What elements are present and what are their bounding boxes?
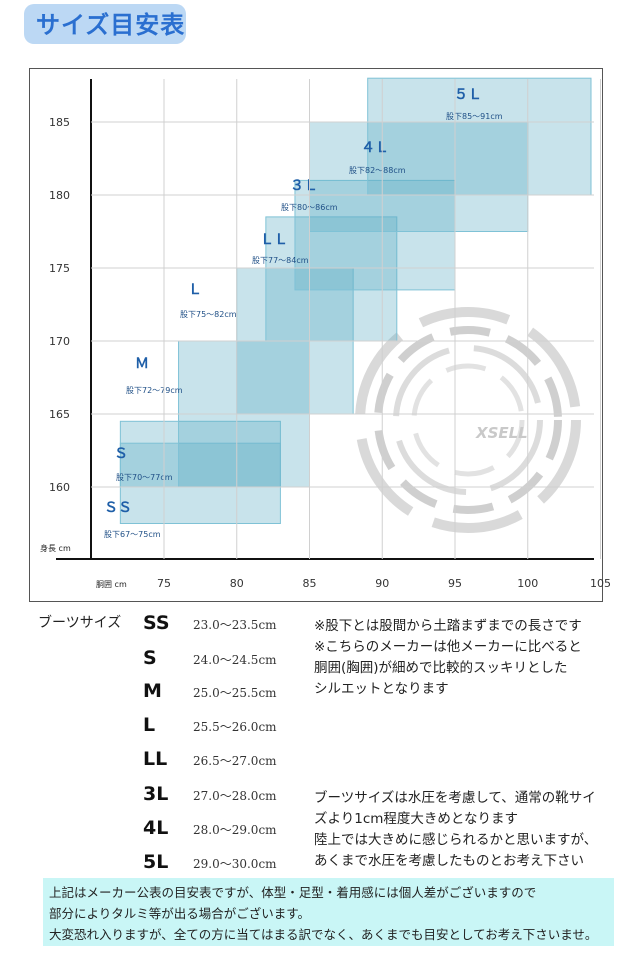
size-name: Ｓ: [114, 446, 128, 462]
footer-notice: 上記はメーカー公表の目安表ですが、体型・足型・着用感には個人差がございますので …: [43, 878, 614, 946]
note-boots-2: ズより1cm程度大きめとなります: [314, 811, 518, 827]
y-tick-label: 165: [49, 408, 70, 421]
note-boots-3: 陸上では大きめに感じられるかと思いますが、: [314, 832, 598, 848]
boots-size-range: 25.5～26.0cm: [193, 720, 277, 734]
x-tick-label: 100: [517, 577, 538, 590]
boots-size-code: S: [143, 647, 157, 669]
x-tick-label: 105: [590, 577, 611, 590]
y-axis-label: 身長 cm: [40, 543, 71, 553]
size-name: Ｍ: [135, 356, 149, 372]
boots-size-row: M 25.0～25.5cm: [143, 680, 313, 706]
boots-size-code: 4L: [143, 817, 169, 839]
page-title: サイズ目安表: [36, 11, 186, 39]
note-maker-2: 胴囲(胸囲)が細めで比較的スッキリとした: [314, 660, 568, 676]
footer-line-3: 大変恐れ入りますが、全ての方に当てはまる訳でなく、あくまでも目安としてお考え下さ…: [49, 927, 598, 942]
size-chart: XSELL ＳＳ 股下67～75cm Ｓ 股下70～77cm Ｍ 股下72～79cm Ｌ 股下7…: [40, 77, 611, 590]
x-tick-label: 80: [230, 577, 244, 590]
x-axis-label: 胴囲 cm: [96, 580, 127, 589]
size-box: [294, 179, 456, 291]
boots-size-row: 4L 28.0～29.0cm: [143, 817, 313, 843]
size-name: ４Ｌ: [361, 140, 389, 156]
watermark-ring: [355, 307, 581, 533]
size-name: Ｌ: [188, 282, 202, 298]
size-inseam: 股下67～75cm: [104, 530, 161, 539]
boots-size-range: 23.0～23.5cm: [193, 618, 277, 632]
boots-size-row: 5L 29.0～30.0cm: [143, 851, 313, 877]
size-inseam: 股下77～84cm: [252, 256, 309, 265]
y-tick-label: 185: [49, 116, 70, 129]
boots-size-range: 27.0～28.0cm: [193, 789, 277, 803]
boots-size-range: 29.0～30.0cm: [193, 857, 277, 871]
size-box: [119, 442, 281, 488]
boots-size-row: 3L 27.0～28.0cm: [143, 783, 313, 809]
boots-size-code: SS: [143, 612, 170, 634]
y-tick-label: 170: [49, 335, 70, 348]
footer-line-2: 部分によりタルミ等が出る場合がございます。: [49, 906, 311, 921]
watermark-ring: [374, 326, 562, 514]
size-box: [309, 121, 529, 232]
size-inseam: 股下75～82cm: [180, 310, 237, 319]
size-name: ５Ｌ: [454, 87, 482, 103]
title-tab: [24, 4, 186, 44]
watermark-ring: [393, 345, 543, 495]
watermark-text: XSELL: [475, 424, 528, 442]
x-tick-label: 75: [157, 577, 171, 590]
boots-size-code: 5L: [143, 851, 169, 873]
boots-size-range: 28.0～29.0cm: [193, 823, 277, 837]
boots-size-row: SS 23.0～23.5cm: [143, 612, 313, 638]
size-name: ３Ｌ: [290, 178, 318, 194]
note-boots-4: あくまで水圧を考慮したものとお考え下さい: [314, 853, 584, 869]
x-tick-label: 85: [303, 577, 317, 590]
note-maker-1: ※こちらのメーカーは他メーカーに比べると: [314, 639, 582, 655]
watermark-ring: [411, 363, 525, 477]
size-inseam: 股下72～79cm: [126, 386, 183, 395]
size-box: [367, 77, 592, 196]
boots-size-row: S 24.0～24.5cm: [143, 647, 313, 673]
y-tick-label: 160: [49, 481, 70, 494]
boots-size-row: LL 26.5～27.0cm: [143, 748, 313, 774]
boots-size-label: ブーツサイズ: [38, 615, 122, 631]
boots-size-range: 25.0～25.5cm: [193, 686, 277, 700]
y-tick-label: 175: [49, 262, 70, 275]
footer-line-1: 上記はメーカー公表の目安表ですが、体型・足型・着用感には個人差がございますので: [49, 885, 537, 900]
size-inseam: 股下85～91cm: [446, 112, 503, 121]
boots-size-code: L: [143, 714, 156, 736]
boots-size-range: 26.5～27.0cm: [193, 754, 277, 768]
size-name: ＬＬ: [260, 232, 288, 248]
size-name: ＳＳ: [104, 500, 132, 516]
boots-size-code: 3L: [143, 783, 169, 805]
note-inseam: ※股下とは股間から土踏まずまでの長さです: [314, 618, 582, 634]
chart-frame: [29, 68, 603, 602]
boots-size-row: L 25.5～26.0cm: [143, 714, 313, 740]
y-tick-label: 180: [49, 189, 70, 202]
x-tick-label: 95: [448, 577, 462, 590]
boots-size-range: 24.0～24.5cm: [193, 653, 277, 667]
size-box: [119, 420, 281, 524]
x-tick-label: 90: [375, 577, 389, 590]
size-inseam: 股下70～77cm: [116, 473, 173, 482]
boots-size-code: LL: [143, 748, 168, 770]
boots-size-code: M: [143, 680, 162, 702]
note-boots-1: ブーツサイズは水圧を考慮して、通常の靴サイ: [314, 790, 596, 806]
size-inseam: 股下82～88cm: [349, 166, 406, 175]
note-maker-3: シルエットとなります: [314, 681, 449, 697]
